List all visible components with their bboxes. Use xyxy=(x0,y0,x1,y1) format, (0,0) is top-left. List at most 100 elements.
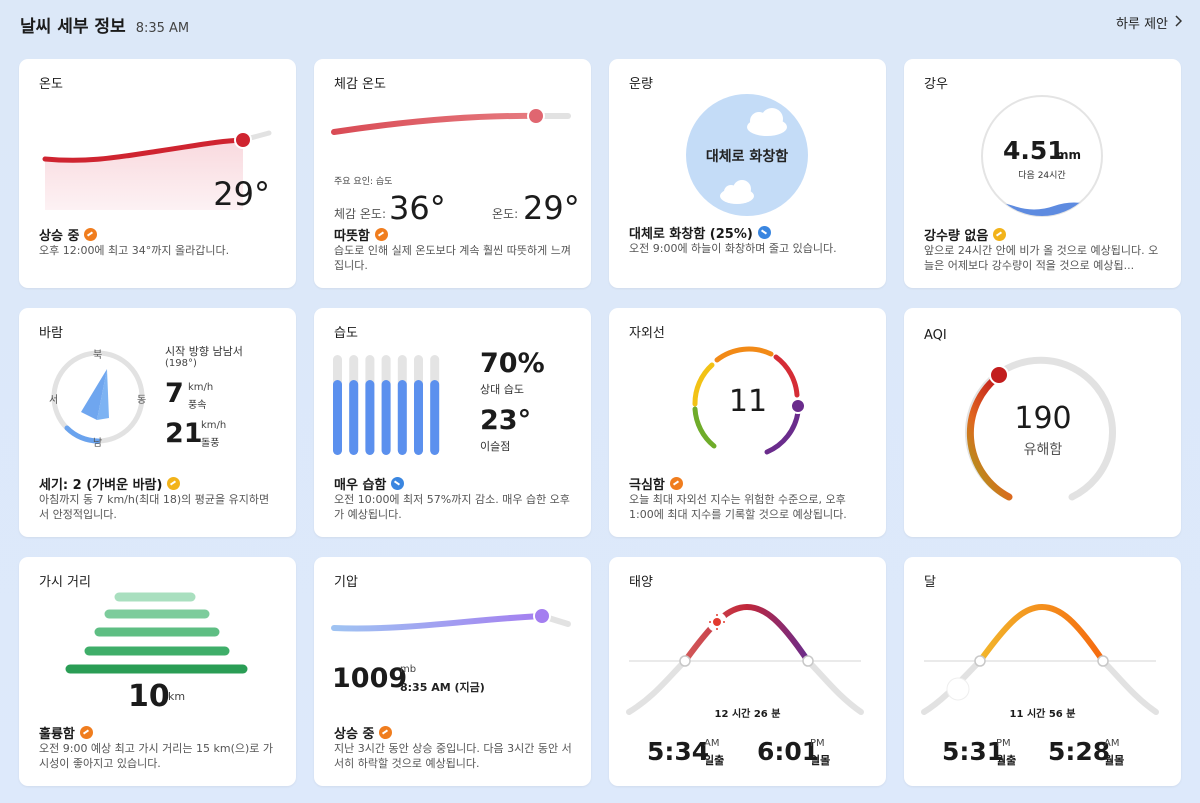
feels-like-chart xyxy=(331,107,571,135)
wind-speed-label: 풍속 xyxy=(188,400,207,411)
precipitation-value: 4.51 xyxy=(1003,136,1065,165)
sunset-label: 일몰 xyxy=(810,754,831,767)
uv-title: 자외선 xyxy=(629,326,665,341)
visibility-title: 가시 거리 xyxy=(39,575,91,590)
wind-gust-value: 21 xyxy=(165,418,203,449)
daily-suggestion-label: 하루 제안 xyxy=(1116,17,1168,32)
trend-up-icon xyxy=(79,726,93,739)
humidity-bar xyxy=(397,380,407,455)
precipitation-desc: 앞으로 24시간 안에 비가 올 것으로 예상됩니다. 오늘은 어제보다 강수량… xyxy=(924,244,1159,272)
pressure-desc: 지난 3시간 동안 상승 중입니다. 다음 3시간 동안 서서히 하락할 것으로… xyxy=(334,742,572,770)
pressure-value: 1009 xyxy=(332,663,408,694)
cloud-cover-desc: 오전 9:00에 하늘이 화창하며 줄고 있습니다. xyxy=(629,242,837,255)
aqi-card[interactable]: AQI 190 유해함 xyxy=(904,308,1181,537)
aqi-gauge xyxy=(965,356,1116,501)
cloud-cover-title: 운량 xyxy=(629,77,653,92)
pressure-title: 기압 xyxy=(334,575,358,590)
wind-card[interactable]: 바람 북 동 남 서 시작 방향 남남서 (198°) 7 km/h 풍속 21… xyxy=(19,308,296,537)
temperature-card[interactable]: 온도 29° 상승 중 오후 12:00에 최고 34°까지 올라갑니다. xyxy=(19,59,296,288)
dew-point-label: 이슬점 xyxy=(480,440,511,453)
daily-suggestion-link[interactable]: 하루 제안 xyxy=(1116,13,1183,32)
humidity-bars xyxy=(333,355,440,455)
wind-speed-value: 7 xyxy=(165,378,184,409)
sunset-ampm: PM xyxy=(810,738,825,749)
moonrise-ampm: PM xyxy=(996,738,1011,749)
moon-icon xyxy=(946,677,970,701)
sunset-time: 6:01 xyxy=(757,737,820,766)
compass-west-label: 서 xyxy=(49,395,59,406)
precipitation-gauge xyxy=(981,95,1103,217)
cloud-cover-circle-text: 대체로 화창함 xyxy=(705,149,789,165)
visibility-card[interactable]: 가시 거리 10 km 훌륭함 오전 9:00 예상 최고 가시 거리는 15 … xyxy=(19,557,296,786)
page-title: 날씨 세부 정보 xyxy=(20,17,126,37)
compass-south-label: 남 xyxy=(93,438,103,449)
trend-up-icon xyxy=(84,228,98,241)
precipitation-card[interactable]: 강우 4.51 mm 다음 24시간 강수량 없음 앞으로 24시간 안에 비가… xyxy=(904,59,1181,288)
visibility-unit: km xyxy=(168,690,186,703)
uv-value: 11 xyxy=(728,384,768,419)
humidity-bar xyxy=(414,380,423,455)
feels-like-desc: 습도로 인해 실제 온도보다 계속 훨씬 따뜻하게 느껴집니다. xyxy=(334,244,571,272)
wind-degrees: (198°) xyxy=(165,358,197,369)
temperature-value: 29° xyxy=(213,175,270,213)
current-time: 8:35 AM xyxy=(135,21,190,36)
feels-like-card[interactable]: 체감 온도 주요 요인: 습도 체감 온도: 36° 온도: 29° 따뜻함 습… xyxy=(314,59,591,288)
visibility-desc: 오전 9:00 예상 최고 가시 거리는 15 km(으)로 가시성이 좋아지고… xyxy=(39,742,274,770)
pressure-unit: mb xyxy=(400,664,417,675)
feels-like-status: 따뜻함 xyxy=(334,225,388,244)
humidity-card[interactable]: 습도 70% 상대 습도 23° 이슬점 매우 습함 오전 10:00에 최저 … xyxy=(314,308,591,537)
uv-card[interactable]: 자외선 11 극심함 오늘 최대 자외선 지수는 위험한 수준으로, 오후 1:… xyxy=(609,308,886,537)
cloud-cover-card[interactable]: 운량 대체로 화창함 대체로 화창함 (25%) 오전 9:00에 하늘이 화창… xyxy=(609,59,886,288)
moon-arc xyxy=(921,603,1159,715)
actual-temp-label: 온도: xyxy=(492,207,519,221)
trend-down-icon xyxy=(757,226,771,239)
uv-gauge xyxy=(692,346,806,455)
trend-up-icon xyxy=(669,477,683,490)
sun-duration: 12 시간 26 분 xyxy=(714,709,781,720)
visibility-value: 10 xyxy=(128,679,170,714)
temperature-desc: 오후 12:00에 최고 34°까지 올라갑니다. xyxy=(39,244,230,257)
compass-north-label: 북 xyxy=(93,350,103,361)
pressure-card[interactable]: 기압 1009 mb 8:35 AM (지금) 상승 중 지난 3시간 동안 상… xyxy=(314,557,591,786)
trend-up-icon xyxy=(374,228,388,241)
sun-card[interactable]: 태양 12 시간 26 분 5:34 AM 일출 6:01 PM 일몰 xyxy=(609,557,886,786)
sun-title: 태양 xyxy=(629,575,653,590)
wind-title: 바람 xyxy=(39,326,63,341)
moon-card[interactable]: 달 11 시간 56 분 5:31 PM 월출 5:28 AM 월몰 xyxy=(904,557,1181,786)
wind-compass xyxy=(51,350,145,444)
wind-gust-label: 돌풍 xyxy=(201,438,220,449)
page-header: 날씨 세부 정보 8:35 AM xyxy=(20,12,189,38)
precipitation-period: 다음 24시간 xyxy=(1018,171,1066,181)
humidity-value-label: 상대 습도 xyxy=(480,383,524,396)
sunrise-ampm: AM xyxy=(704,738,720,749)
compass-east-label: 동 xyxy=(137,395,147,406)
humidity-bar xyxy=(430,380,440,455)
cloud-cover-status: 대체로 화창함 (25%) xyxy=(629,223,771,242)
feels-like-value: 36° xyxy=(389,189,446,227)
wind-gust-unit: km/h xyxy=(201,420,227,431)
precipitation-title: 강우 xyxy=(924,77,948,92)
aqi-title: AQI xyxy=(924,328,947,343)
trend-flat-icon xyxy=(993,228,1007,241)
temperature-title: 온도 xyxy=(39,77,63,92)
moonrise-label: 월출 xyxy=(996,754,1017,767)
sunrise-label: 일출 xyxy=(704,754,725,767)
feels-like-title: 체감 온도 xyxy=(334,77,386,92)
humidity-bar xyxy=(381,380,391,455)
feels-like-label: 체감 온도: xyxy=(334,207,387,221)
uv-status: 극심함 xyxy=(629,474,683,493)
moonset-ampm: AM xyxy=(1104,738,1120,749)
pressure-status: 상승 중 xyxy=(334,723,393,742)
precipitation-status: 강수량 없음 xyxy=(924,225,1007,244)
moon-title: 달 xyxy=(924,575,936,590)
sun-arc xyxy=(626,603,864,715)
sunrise-time: 5:34 xyxy=(647,737,710,766)
chevron-right-icon xyxy=(1174,14,1183,31)
visibility-bars xyxy=(65,592,248,674)
wind-speed-unit: km/h xyxy=(188,382,214,393)
temperature-status: 상승 중 xyxy=(39,225,98,244)
cloud-cover-graphic xyxy=(686,94,808,216)
wind-desc: 아침까지 동 7 km/h(최대 18)의 평균을 유지하면서 안정적입니다. xyxy=(39,493,270,521)
wind-direction: 시작 방향 남남서 xyxy=(165,345,243,358)
pressure-chart xyxy=(331,607,571,632)
